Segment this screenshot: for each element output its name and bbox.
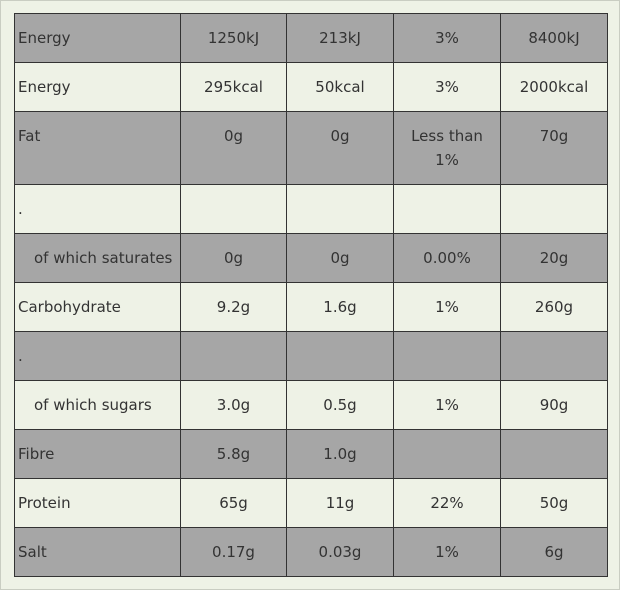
cell: 1.6g: [286, 282, 394, 332]
cell: 0g: [180, 111, 287, 185]
cell: 0.00%: [393, 233, 501, 283]
nutrition-table: Energy 1250kJ 213kJ 3% 8400kJ Energy 295kcal 50…: [14, 13, 608, 577]
cell: 0g: [180, 233, 287, 283]
row-label: Salt: [14, 527, 181, 577]
cell: [393, 429, 501, 479]
cell: [180, 184, 287, 234]
cell: 0.17g: [180, 527, 287, 577]
cell: 70g: [500, 111, 608, 185]
cell: 9.2g: [180, 282, 287, 332]
table-row: Salt 0.17g 0.03g 1% 6g: [14, 527, 608, 577]
cell: 0g: [286, 233, 394, 283]
cell: [500, 184, 608, 234]
cell: 50g: [500, 478, 608, 528]
cell: 0g: [286, 111, 394, 185]
cell: 50kcal: [286, 62, 394, 112]
cell: [500, 429, 608, 479]
cell: 1%: [393, 282, 501, 332]
cell: 1%: [393, 527, 501, 577]
cell: [286, 184, 394, 234]
row-label: Fibre: [14, 429, 181, 479]
table-row: Carbohydrate 9.2g 1.6g 1% 260g: [14, 282, 608, 332]
cell: 1.0g: [286, 429, 394, 479]
cell: Less than 1%: [393, 111, 501, 185]
cell: 0.5g: [286, 380, 394, 430]
cell: 22%: [393, 478, 501, 528]
row-label: of which saturates: [14, 233, 181, 283]
row-label: of which sugars: [14, 380, 181, 430]
row-label: Protein: [14, 478, 181, 528]
cell: [393, 184, 501, 234]
row-label: Carbohydrate: [14, 282, 181, 332]
cell: 213kJ: [286, 13, 394, 63]
table-row: Protein 65g 11g 22% 50g: [14, 478, 608, 528]
cell: 8400kJ: [500, 13, 608, 63]
cell: 6g: [500, 527, 608, 577]
cell: [286, 331, 394, 381]
table-row: Fibre 5.8g 1.0g: [14, 429, 608, 479]
cell: 1250kJ: [180, 13, 287, 63]
cell: 2000kcal: [500, 62, 608, 112]
cell: 3%: [393, 13, 501, 63]
cell: 3.0g: [180, 380, 287, 430]
table-row: Energy 1250kJ 213kJ 3% 8400kJ: [14, 13, 608, 63]
table-row: Energy 295kcal 50kcal 3% 2000kcal: [14, 62, 608, 112]
cell: [393, 331, 501, 381]
cell: [180, 331, 287, 381]
cell: 65g: [180, 478, 287, 528]
row-label: Energy: [14, 13, 181, 63]
table-row: of which saturates 0g 0g 0.00% 20g: [14, 233, 608, 283]
cell: 5.8g: [180, 429, 287, 479]
table-body: Energy 1250kJ 213kJ 3% 8400kJ Energy 295kcal 50…: [14, 13, 608, 577]
table-row: Fat 0g 0g Less than 1% 70g: [14, 111, 608, 185]
cell: 295kcal: [180, 62, 287, 112]
cell: 90g: [500, 380, 608, 430]
row-label: Fat: [14, 111, 181, 185]
cell: 20g: [500, 233, 608, 283]
table-row: .: [14, 331, 608, 381]
cell: 11g: [286, 478, 394, 528]
cell: 0.03g: [286, 527, 394, 577]
row-label: Energy: [14, 62, 181, 112]
cell: [500, 331, 608, 381]
row-label: .: [14, 331, 181, 381]
row-label: .: [14, 184, 181, 234]
cell: 1%: [393, 380, 501, 430]
cell: 3%: [393, 62, 501, 112]
table-row: .: [14, 184, 608, 234]
table-row: of which sugars 3.0g 0.5g 1% 90g: [14, 380, 608, 430]
cell: 260g: [500, 282, 608, 332]
